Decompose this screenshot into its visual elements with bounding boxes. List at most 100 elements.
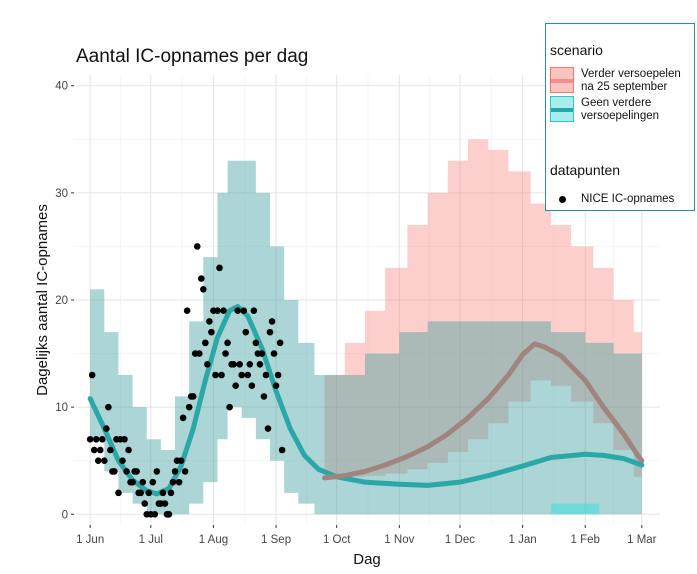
data-point (200, 285, 207, 293)
data-point (212, 371, 219, 379)
data-point (224, 339, 231, 347)
data-point (129, 478, 136, 486)
data-point (98, 435, 106, 443)
data-point (165, 510, 173, 518)
data-point (151, 510, 159, 518)
data-point (218, 371, 225, 379)
data-point (96, 446, 104, 454)
x-tick-label: 1 Dec (445, 534, 475, 546)
x-tick-label: 1 Jul (139, 534, 163, 546)
x-axis-title: Dag (353, 551, 381, 568)
data-point (167, 489, 175, 497)
data-point (276, 339, 284, 347)
y-tick-label: 0 (62, 509, 68, 521)
data-point (230, 360, 237, 368)
line-geen-versoepelingen (87, 303, 645, 497)
data-point (145, 489, 153, 497)
data-point (193, 243, 201, 250)
data-point (105, 403, 112, 411)
data-point (240, 307, 248, 315)
data-point (262, 371, 270, 379)
data-point (216, 264, 223, 272)
data-point (92, 435, 100, 443)
data-point (246, 360, 254, 368)
line-verder-versoepelen (322, 341, 645, 481)
data-point (226, 403, 233, 411)
data-point (278, 446, 286, 454)
data-point (264, 425, 272, 432)
data-point (139, 478, 147, 486)
data-point (175, 478, 183, 486)
x-tick-label: 1 Feb (571, 534, 600, 546)
data-point (198, 275, 205, 282)
data-point (189, 393, 197, 400)
y-axis-title: Dagelijks aantal IC-opnames (34, 204, 51, 396)
data-point (206, 318, 213, 325)
lines (87, 303, 645, 497)
data-point (107, 446, 114, 454)
chart-title: Aantal IC-opnames per dag (76, 46, 308, 67)
data-point (272, 382, 280, 390)
y-tick-label: 10 (55, 402, 68, 414)
legend-key-red (550, 67, 574, 93)
data-point (236, 360, 243, 368)
bands (90, 139, 642, 515)
data-point (101, 457, 108, 465)
data-point (125, 446, 132, 454)
data-point (86, 435, 94, 443)
x-tick-label: 1 Aug (199, 534, 228, 546)
data-point (244, 371, 252, 379)
data-point (169, 478, 177, 486)
data-point (177, 457, 185, 465)
x-tick-label: 1 Jun (76, 534, 104, 546)
data-point (171, 468, 179, 475)
x-tick-label: 1 Mar (627, 534, 657, 546)
data-point (88, 371, 96, 379)
axis-ticks: 0 10 20 30 40 1 Jun 1 Jul 1 Aug 1 Sep 1 Oct 1 Nov 1… (55, 81, 656, 546)
y-tick-label: 30 (55, 188, 68, 200)
data-point (103, 425, 110, 432)
data-point (250, 307, 258, 315)
band-cyan (550, 503, 600, 515)
data-point (121, 435, 128, 443)
data-point (159, 489, 167, 497)
data-point (179, 414, 187, 422)
data-point (208, 328, 215, 336)
data-point (202, 339, 209, 347)
data-point (248, 382, 256, 390)
data-point (195, 350, 203, 357)
data-point (133, 468, 140, 475)
data-point (90, 446, 98, 454)
x-tick-label: 1 Jan (509, 534, 537, 546)
data-point (111, 468, 118, 475)
data-point (119, 457, 126, 465)
x-tick-label: 1 Nov (384, 534, 414, 546)
data-point (232, 382, 239, 390)
data-point (153, 468, 161, 475)
data-point (183, 307, 191, 315)
legend-label-red: Verder versoepelen na 25 september (581, 68, 681, 93)
data-point (185, 403, 193, 411)
legend-key-teal (550, 96, 574, 122)
x-tick-label: 1 Oct (323, 534, 351, 546)
data-point (260, 393, 268, 400)
legend-point-key (559, 196, 566, 203)
legend: scenario Verder versoepelen na 25 septem… (545, 23, 695, 211)
band-geen-versoepelingen (90, 160, 642, 515)
data-point (270, 350, 278, 357)
data-point (268, 318, 276, 325)
data-point (258, 350, 266, 357)
legend-scenario-title: scenario (550, 42, 603, 58)
data-point (214, 307, 221, 315)
data-point (137, 489, 144, 497)
data-point (123, 468, 130, 475)
data-point (274, 371, 282, 379)
data-point (266, 328, 274, 336)
data-points (86, 243, 286, 518)
x-tick-label: 1 Sep (261, 534, 291, 546)
data-point (256, 360, 264, 368)
data-point (242, 328, 250, 336)
y-tick-label: 20 (55, 295, 68, 307)
data-point (115, 489, 122, 497)
data-point (252, 339, 260, 347)
